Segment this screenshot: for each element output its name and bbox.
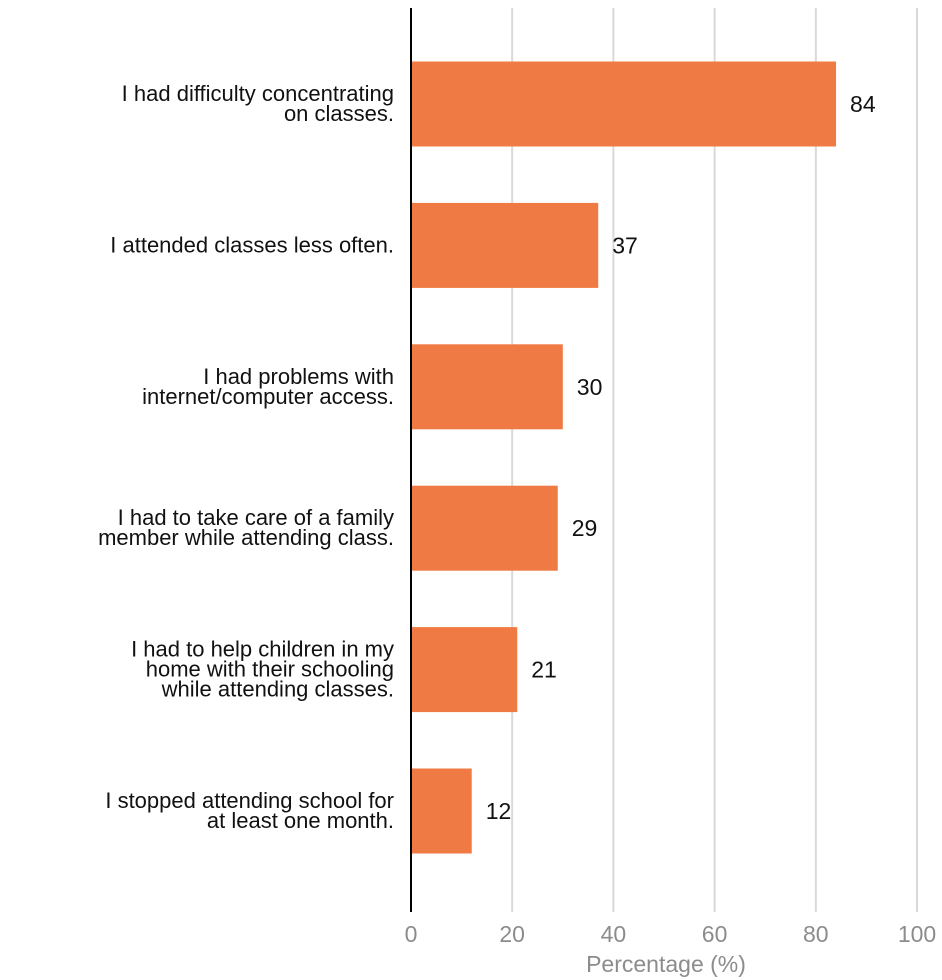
category-label: I had problems with internet/computer acc… bbox=[142, 364, 394, 409]
x-tick-label: 20 bbox=[499, 921, 525, 947]
category-label: I had to help children in my home with th… bbox=[131, 637, 394, 702]
bar-value-label: 21 bbox=[531, 657, 557, 683]
x-tick-label: 0 bbox=[405, 921, 418, 947]
category-label-line: on classes. bbox=[284, 101, 394, 126]
bar-value-label: 30 bbox=[577, 374, 603, 400]
category-labels-layer: I had difficulty concentrating on classes… bbox=[98, 81, 394, 833]
category-label-line: I had to take care of a family bbox=[118, 505, 394, 530]
x-tick-label: 40 bbox=[601, 921, 627, 947]
bar bbox=[411, 344, 563, 430]
bar bbox=[411, 485, 558, 571]
bar-value-label: 29 bbox=[572, 515, 598, 541]
category-label-line: I stopped attending school for bbox=[105, 788, 394, 813]
category-label: I stopped attending school for at least o… bbox=[105, 788, 394, 833]
bar-value-label: 37 bbox=[612, 232, 638, 258]
x-tick-label: 60 bbox=[702, 921, 728, 947]
category-label-line: I attended classes less often. bbox=[110, 232, 394, 257]
category-label-line: I had problems with bbox=[203, 364, 394, 389]
category-label: I attended classes less often. bbox=[110, 232, 394, 257]
x-axis-title: Percentage (%) bbox=[586, 951, 746, 977]
bar bbox=[411, 202, 599, 288]
category-label-line: I had difficulty concentrating bbox=[122, 81, 394, 106]
x-tick-labels-layer: 0 20 40 60 80 100 bbox=[405, 921, 937, 947]
category-label-line: while attending classes. bbox=[161, 677, 394, 702]
bar bbox=[411, 61, 837, 147]
bar bbox=[411, 627, 518, 713]
x-tick-label: 100 bbox=[898, 921, 936, 947]
category-label: I had to take care of a family member whi… bbox=[98, 505, 394, 550]
bar-value-label: 84 bbox=[850, 91, 876, 117]
bar bbox=[411, 768, 472, 854]
category-label-line: at least one month. bbox=[207, 808, 394, 833]
category-label-line: home with their schooling bbox=[146, 657, 394, 682]
x-tick-label: 80 bbox=[803, 921, 829, 947]
bar-value-label: 12 bbox=[486, 798, 512, 824]
bars-layer bbox=[411, 61, 837, 854]
grid-layer bbox=[511, 8, 918, 912]
category-label-line: internet/computer access. bbox=[142, 384, 394, 409]
category-label-line: member while attending class. bbox=[98, 525, 394, 550]
category-label-line: I had to help children in my bbox=[131, 637, 394, 662]
category-label: I had difficulty concentrating on classes… bbox=[122, 81, 394, 126]
value-labels-layer: 84 37 30 29 21 12 bbox=[486, 91, 876, 824]
